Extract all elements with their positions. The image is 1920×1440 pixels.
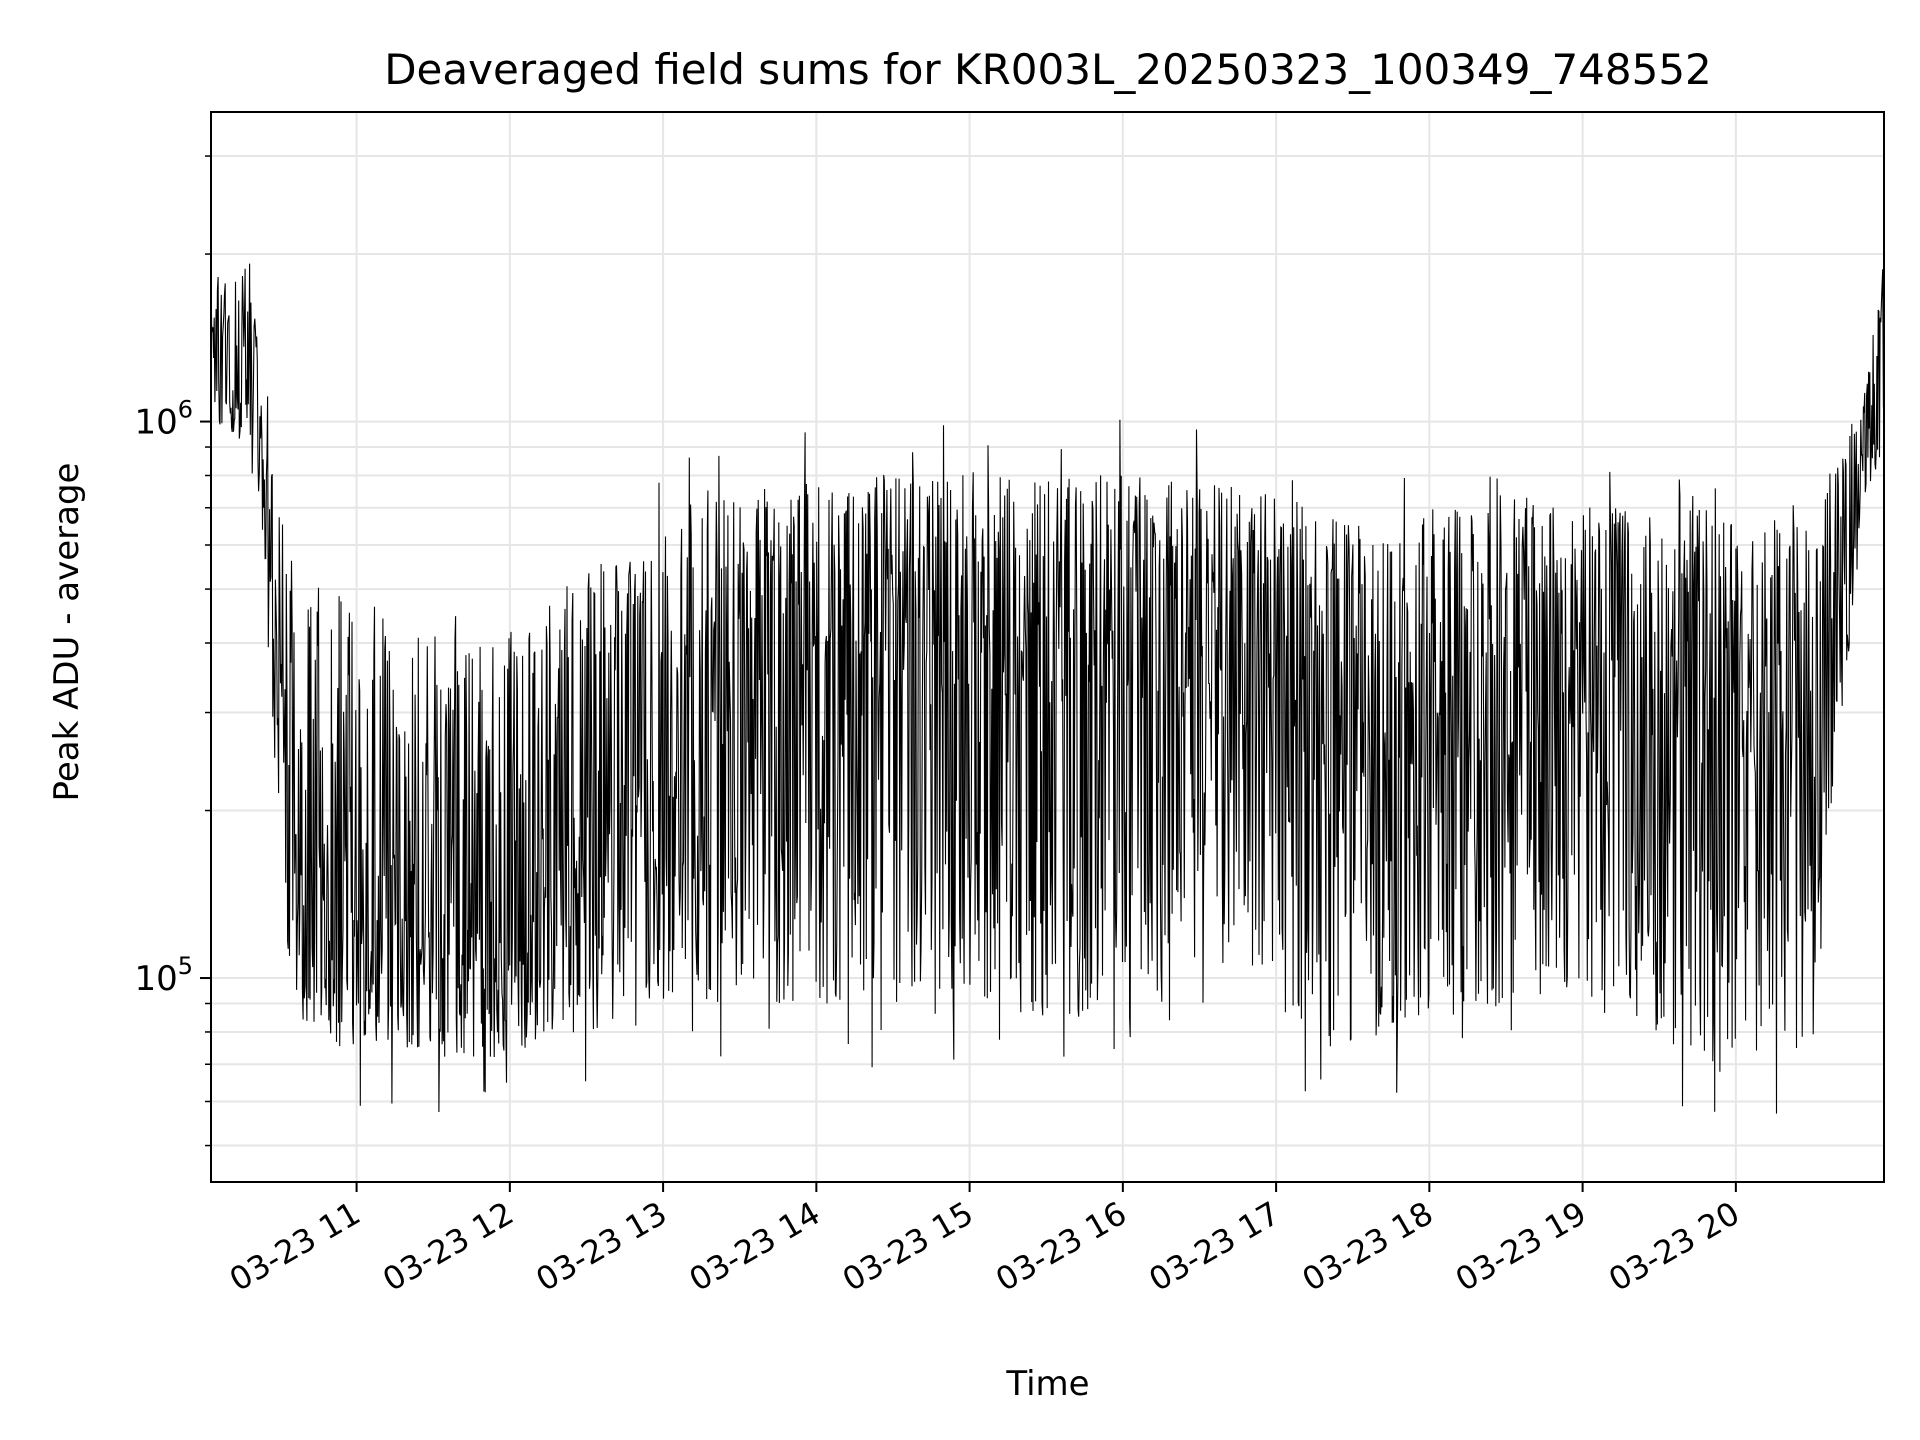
chart-title: Deaveraged field sums for KR003L_2025032… — [384, 45, 1712, 94]
y-axis-label: Peak ADU - average — [47, 463, 87, 802]
series-layer — [210, 263, 1885, 1114]
x-axis-label: Time — [1005, 1364, 1089, 1404]
y-tick-label: 106 — [134, 396, 193, 443]
plot-frame — [210, 111, 1885, 1183]
y-axis-ticks: 105 106 — [134, 155, 211, 1147]
y-tick-label: 105 — [134, 952, 193, 999]
series-line — [210, 263, 1885, 1114]
